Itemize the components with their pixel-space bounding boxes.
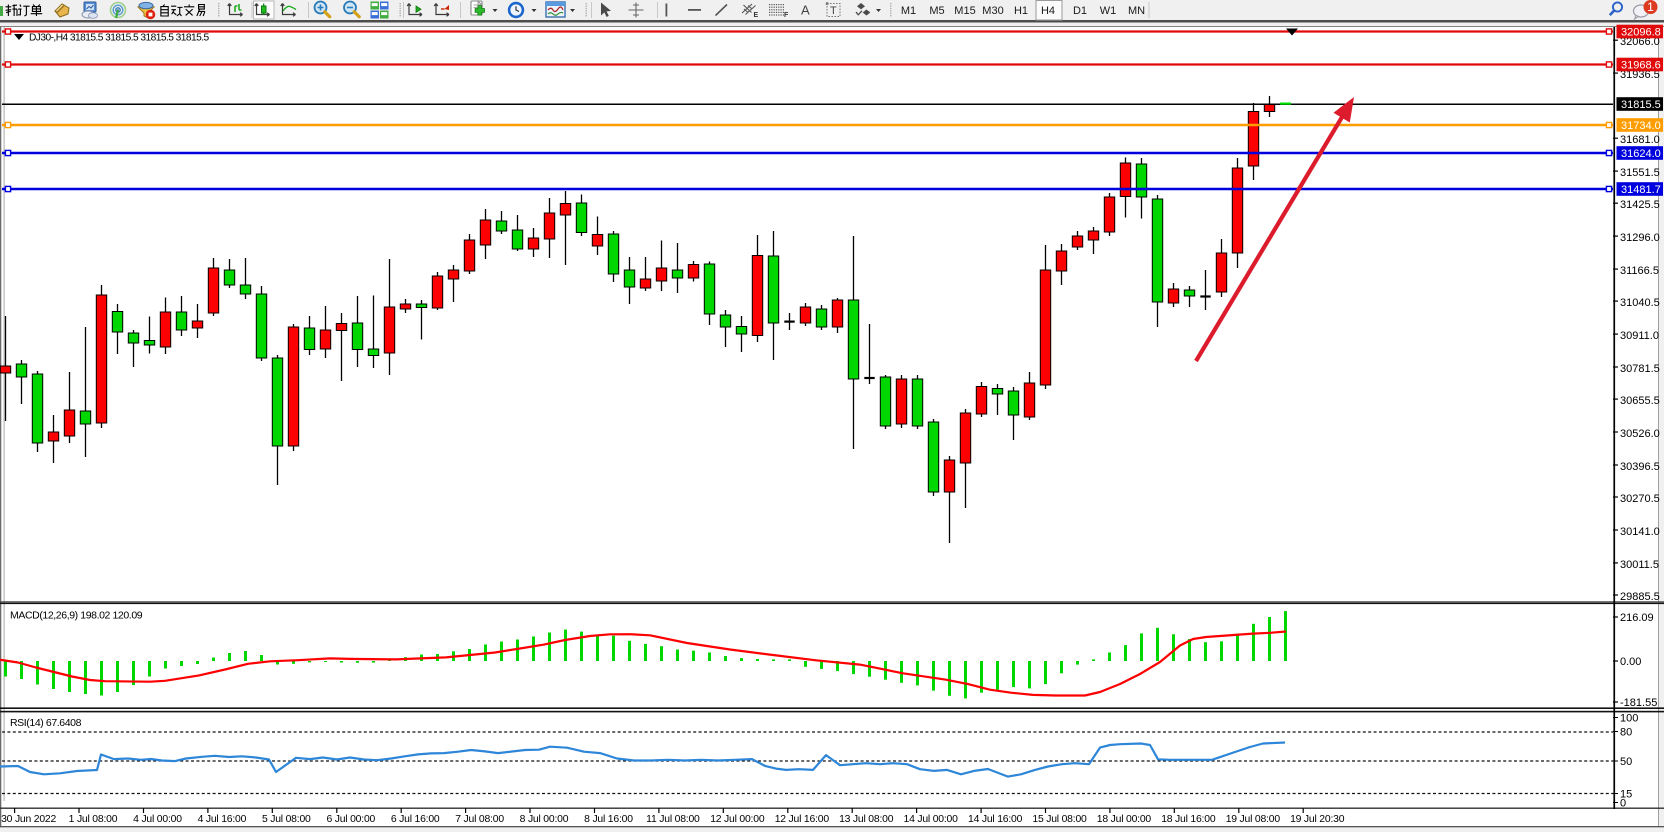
svg-text:30911.0: 30911.0 [1620,330,1659,342]
svg-text:-181.55: -181.55 [1620,697,1657,709]
svg-text:32096.8: 32096.8 [1621,27,1661,39]
svg-text:19 Jul 20:30: 19 Jul 20:30 [1290,814,1345,825]
svg-text:0: 0 [1620,798,1626,810]
svg-text:19 Jul 08:00: 19 Jul 08:00 [1226,814,1281,825]
svg-text:12 Jul 16:00: 12 Jul 16:00 [775,814,830,825]
svg-text:11 Jul 08:00: 11 Jul 08:00 [646,814,700,825]
svg-text:7 Jul 08:00: 7 Jul 08:00 [455,814,504,825]
svg-text:31624.0: 31624.0 [1621,148,1661,160]
svg-text:31551.5: 31551.5 [1620,167,1660,179]
svg-text:15: 15 [1620,789,1632,801]
svg-text:6 Jul 00:00: 6 Jul 00:00 [326,814,375,825]
svg-text:M1: M1 [901,5,916,17]
svg-text:31681.0: 31681.0 [1620,134,1660,146]
svg-text:M15: M15 [954,5,975,17]
svg-text:0.00: 0.00 [1620,656,1641,668]
svg-text:31296.0: 31296.0 [1620,232,1660,244]
svg-text:E: E [754,12,759,19]
svg-text:MACD(12,26,9) 198.02 120.09: MACD(12,26,9) 198.02 120.09 [10,610,143,622]
svg-text:31734.0: 31734.0 [1621,120,1661,132]
svg-text:31040.5: 31040.5 [1620,297,1660,309]
svg-text:32066.0: 32066.0 [1620,36,1660,48]
svg-text:12 Jul 00:00: 12 Jul 00:00 [710,814,765,825]
svg-text:50: 50 [1620,756,1632,768]
svg-text:30526.0: 30526.0 [1620,428,1660,440]
svg-text:M5: M5 [929,5,944,17]
svg-text:31166.5: 31166.5 [1620,265,1659,277]
svg-text:H1: H1 [1014,5,1028,17]
svg-text:31968.6: 31968.6 [1621,60,1661,72]
svg-text:W1: W1 [1100,5,1117,17]
svg-text:14 Jul 16:00: 14 Jul 16:00 [968,814,1023,825]
svg-text:14 Jul 00:00: 14 Jul 00:00 [903,814,958,825]
svg-text:100: 100 [1620,713,1638,725]
svg-text:31425.5: 31425.5 [1620,199,1660,211]
svg-text:H4: H4 [1041,5,1055,17]
svg-text:8 Jul 00:00: 8 Jul 00:00 [520,814,569,825]
svg-text:29885.5: 29885.5 [1620,591,1660,603]
svg-text:30655.5: 30655.5 [1620,395,1660,407]
svg-text:8 Jul 16:00: 8 Jul 16:00 [584,814,633,825]
svg-text:D1: D1 [1073,5,1087,17]
svg-text:31936.5: 31936.5 [1620,69,1660,81]
svg-text:13 Jul 08:00: 13 Jul 08:00 [839,814,894,825]
svg-text:6 Jul 16:00: 6 Jul 16:00 [391,814,440,825]
svg-text:4 Jul 00:00: 4 Jul 00:00 [133,814,182,825]
svg-text:1 Jul 08:00: 1 Jul 08:00 [69,814,118,825]
svg-text:30141.0: 30141.0 [1620,526,1660,538]
svg-text:216.09: 216.09 [1620,612,1654,624]
svg-text:M30: M30 [982,5,1003,17]
svg-text:DJ30-,H4 31815.5 31815.5 3181: DJ30-,H4 31815.5 31815.5 31815.5 31815.5 [29,33,210,44]
svg-text:30270.5: 30270.5 [1620,493,1660,505]
svg-text:15 Jul 08:00: 15 Jul 08:00 [1032,814,1087,825]
svg-text:30781.5: 30781.5 [1620,363,1660,375]
svg-text:31481.7: 31481.7 [1621,184,1661,196]
svg-text:30396.5: 30396.5 [1620,461,1660,473]
svg-text:1: 1 [1647,0,1654,14]
svg-text:31815.5: 31815.5 [1621,99,1661,111]
svg-text:T: T [830,5,837,17]
svg-text:F: F [784,12,789,19]
svg-text:5 Jul 08:00: 5 Jul 08:00 [262,814,311,825]
svg-text:4 Jul 16:00: 4 Jul 16:00 [198,814,247,825]
svg-text:MN: MN [1128,5,1145,17]
svg-text:30011.5: 30011.5 [1620,559,1659,571]
svg-text:18 Jul 16:00: 18 Jul 16:00 [1161,814,1216,825]
svg-text:18 Jul 00:00: 18 Jul 00:00 [1097,814,1152,825]
svg-text:30 Jun 2022: 30 Jun 2022 [1,814,56,825]
svg-text:A: A [801,3,810,18]
svg-text:80: 80 [1620,727,1632,739]
svg-text:RSI(14) 67.6408: RSI(14) 67.6408 [10,717,82,729]
